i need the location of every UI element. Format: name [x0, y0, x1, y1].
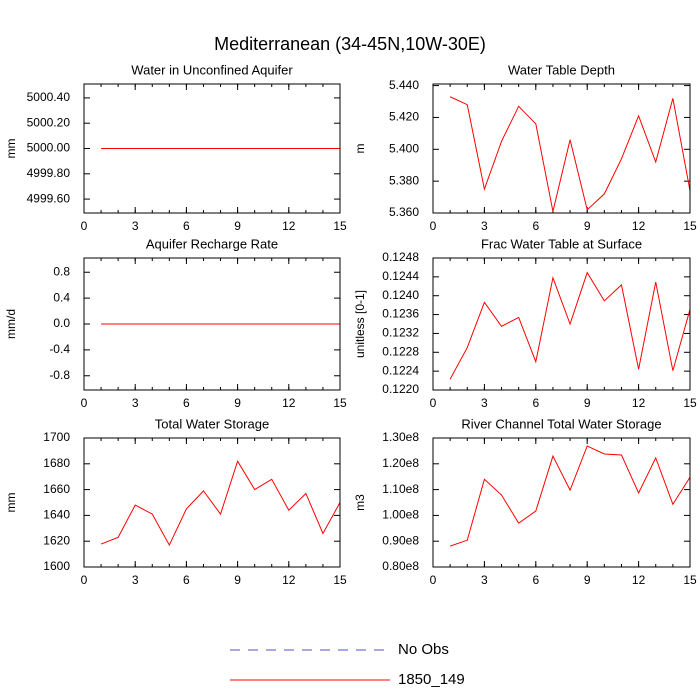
x-tick-label: 0: [430, 219, 437, 233]
x-tick-label: 0: [81, 573, 88, 587]
y-tick-label: 0.1240: [382, 288, 419, 302]
data-line: [449, 271, 691, 380]
x-tick-label: 15: [683, 219, 697, 233]
y-tick-label: 0.1236: [382, 307, 419, 321]
x-tick-label: 0: [430, 573, 437, 587]
x-tick-label: 9: [584, 396, 591, 410]
x-tick-label: 3: [132, 573, 139, 587]
x-tick-label: 3: [481, 219, 488, 233]
y-tick-label: 0.1248: [382, 250, 419, 264]
plot-frame: [83, 83, 341, 214]
x-tick-label: 12: [282, 219, 296, 233]
x-tick-label: 6: [532, 219, 539, 233]
y-tick-label: -0.8: [49, 368, 70, 382]
y-tick-label: 1700: [43, 430, 70, 444]
y-tick-label: 0.1224: [382, 363, 419, 377]
y-tick-label: 0.0: [53, 316, 70, 330]
x-tick-label: 9: [234, 219, 241, 233]
data-line: [449, 445, 691, 547]
x-tick-label: 15: [333, 396, 347, 410]
y-tick-label: 0.1220: [382, 382, 419, 396]
x-tick-label: 3: [481, 573, 488, 587]
panel-title: River Channel Total Water Storage: [461, 416, 661, 431]
y-tick-label: 1640: [43, 508, 70, 522]
x-tick-label: 15: [683, 396, 697, 410]
y-tick-label: 4999.60: [27, 191, 71, 205]
y-tick-label: 1.30e8: [382, 430, 419, 444]
panel-title: Total Water Storage: [155, 416, 269, 431]
x-tick-label: 9: [584, 573, 591, 587]
x-tick-label: 15: [333, 573, 347, 587]
y-axis-label: mm: [4, 139, 18, 159]
y-tick-label: 5.440: [389, 78, 419, 92]
y-tick-label: 1.10e8: [382, 482, 419, 496]
panel-title: Water in Unconfined Aquifer: [131, 62, 293, 77]
x-tick-label: 3: [481, 396, 488, 410]
x-tick-label: 15: [683, 573, 697, 587]
y-tick-label: 5.360: [389, 205, 419, 219]
y-tick-label: 1600: [43, 559, 70, 573]
y-tick-label: 5000.40: [27, 90, 71, 104]
y-tick-label: 1.20e8: [382, 456, 419, 470]
y-axis-label: m3: [353, 494, 367, 511]
y-axis-label: m: [353, 144, 367, 154]
legend-label: 1850_149: [398, 671, 465, 688]
x-tick-label: 3: [132, 396, 139, 410]
panel-title: Aquifer Recharge Rate: [146, 236, 278, 251]
y-axis-label: unitless [0-1]: [353, 290, 367, 358]
x-tick-label: 12: [632, 573, 646, 587]
legend-label: No Obs: [398, 641, 449, 658]
y-tick-label: 0.1244: [382, 269, 419, 283]
y-tick-label: -0.4: [49, 342, 70, 356]
x-tick-label: 12: [632, 396, 646, 410]
x-tick-label: 6: [532, 396, 539, 410]
y-tick-label: 5000.20: [27, 115, 71, 129]
x-tick-label: 9: [584, 219, 591, 233]
data-line: [449, 96, 691, 212]
y-tick-label: 0.1232: [382, 326, 419, 340]
y-tick-label: 1660: [43, 482, 70, 496]
y-tick-label: 5.420: [389, 110, 419, 124]
y-tick-label: 0.1228: [382, 344, 419, 358]
x-tick-label: 6: [532, 573, 539, 587]
y-axis-label: mm/d: [4, 309, 18, 339]
x-tick-label: 12: [632, 219, 646, 233]
plot-frame: [432, 437, 691, 568]
x-tick-label: 0: [81, 219, 88, 233]
x-tick-label: 12: [282, 573, 296, 587]
figure-title: Mediterranean (34-45N,10W-30E): [214, 34, 486, 54]
y-tick-label: 1.00e8: [382, 508, 419, 522]
y-tick-label: 0.8: [53, 264, 70, 278]
y-tick-label: 5.400: [389, 141, 419, 155]
x-tick-label: 15: [333, 219, 347, 233]
panel-title: Water Table Depth: [508, 62, 615, 77]
plot-frame: [83, 437, 341, 568]
panel-title: Frac Water Table at Surface: [481, 236, 642, 251]
y-tick-label: 1680: [43, 456, 70, 470]
x-tick-label: 3: [132, 219, 139, 233]
x-tick-label: 6: [183, 573, 190, 587]
x-tick-label: 9: [234, 396, 241, 410]
x-tick-label: 9: [234, 573, 241, 587]
x-tick-label: 0: [81, 396, 88, 410]
data-line: [100, 460, 341, 547]
plot-frame: [432, 83, 691, 214]
y-axis-label: mm: [4, 493, 18, 513]
plot-frame: [83, 257, 341, 391]
y-tick-label: 5.380: [389, 173, 419, 187]
plot-frame: [432, 257, 691, 391]
y-tick-label: 5000.00: [27, 141, 71, 155]
y-tick-label: 0.80e8: [382, 559, 419, 573]
y-tick-label: 0.90e8: [382, 533, 419, 547]
x-tick-label: 6: [183, 219, 190, 233]
y-tick-label: 1620: [43, 533, 70, 547]
x-tick-label: 6: [183, 396, 190, 410]
x-tick-label: 0: [430, 396, 437, 410]
y-tick-label: 4999.80: [27, 166, 71, 180]
y-tick-label: 0.4: [53, 290, 70, 304]
x-tick-label: 12: [282, 396, 296, 410]
